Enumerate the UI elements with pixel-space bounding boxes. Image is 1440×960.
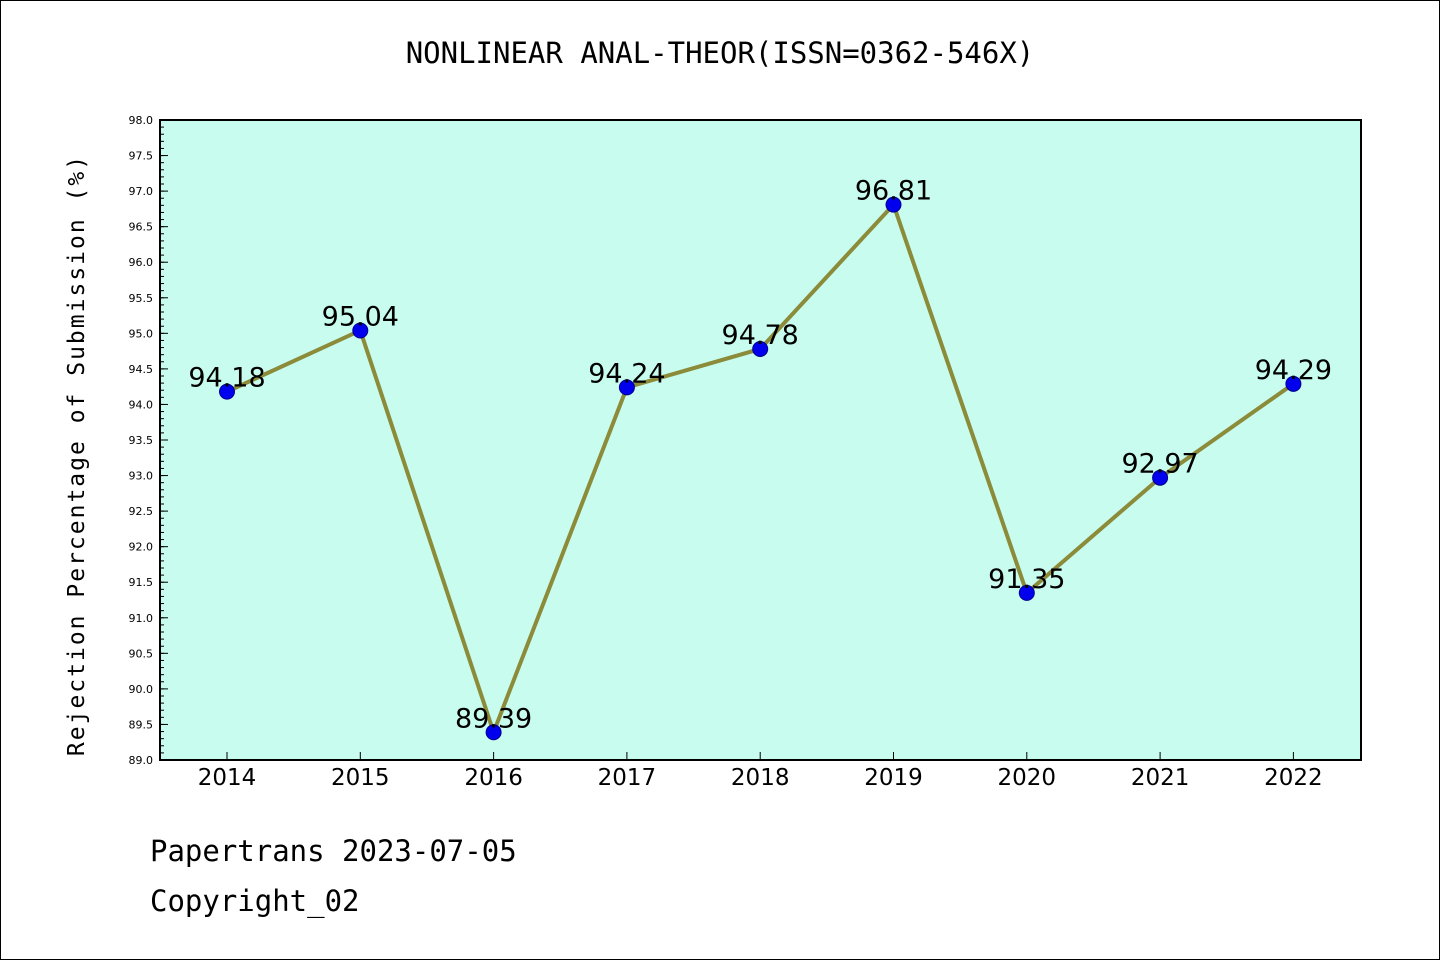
y-tick-label: 93.5 [129,434,154,447]
y-tick-label: 92.5 [129,505,154,518]
data-point [485,724,502,741]
data-label: 91.35 [988,564,1065,595]
y-tick-label: 95.0 [129,327,154,340]
data-label: 94.18 [188,363,265,394]
y-tick-label: 97.0 [129,185,154,198]
data-point [352,322,369,339]
x-tick-label: 2016 [464,765,523,791]
y-tick-label: 96.5 [129,221,154,234]
plot-border [159,119,1362,761]
footer-date: Papertrans 2023-07-05 [150,834,517,868]
y-tick-label: 98.0 [129,114,154,127]
y-tick-label: 94.0 [129,398,154,411]
data-labels: 94.18 95.04 89.39 94.24 94.78 96.81 91.35 92.97… [188,176,1332,735]
y-tick-label: 90.5 [129,647,154,660]
x-tick-label: 2021 [1131,765,1190,791]
data-label: 94.24 [588,358,665,389]
y-tick-label: 95.5 [129,292,154,305]
x-axis-ticks: 2014 2015 2016 2017 2018 2019 2020 2021 2022 [198,752,1323,791]
x-tick-label: 2014 [198,765,257,791]
x-tick-label: 2019 [864,765,923,791]
data-markers [219,196,1302,741]
data-point [1152,469,1169,486]
y-tick-label: 93.0 [129,470,154,483]
y-tick-label: 96.0 [129,256,154,269]
y-tick-label: 89.0 [129,754,154,767]
y-tick-label: 90.0 [129,683,154,696]
data-label: 94.78 [722,320,799,351]
footer-copyright: Copyright_02 [150,884,360,918]
chart-title: NONLINEAR ANAL-THEOR(ISSN=0362-546X) [405,36,1035,70]
y-axis-ticks: 89.0 89.5 90.0 90.5 91.0 91.5 92.0 92.5 93.0 93.5… [129,114,168,767]
data-point [1018,584,1035,601]
y-tick-label: 89.5 [129,718,154,731]
data-label: 89.39 [455,703,532,734]
y-axis-label: Rejection Percentage of Submission (%) [64,154,90,756]
data-label: 92.97 [1121,449,1198,480]
x-tick-label: 2018 [731,765,790,791]
plot-area [160,120,1361,760]
data-point [219,383,235,400]
x-tick-label: 2020 [998,765,1057,791]
data-label: 96.81 [855,176,932,207]
data-point [885,196,902,213]
y-tick-label: 91.0 [129,612,154,625]
y-tick-label: 92.0 [129,541,154,554]
x-tick-label: 2015 [331,765,390,791]
y-tick-label: 97.5 [129,150,154,163]
data-label: 94.29 [1255,355,1332,386]
x-tick-label: 2017 [598,765,657,791]
data-point [618,379,635,396]
y-tick-label: 91.5 [129,576,154,589]
data-point [752,340,769,357]
x-tick-label: 2022 [1264,765,1323,791]
data-label: 95.04 [322,301,399,332]
y-tick-label: 94.5 [129,363,154,376]
data-point [1285,375,1302,392]
